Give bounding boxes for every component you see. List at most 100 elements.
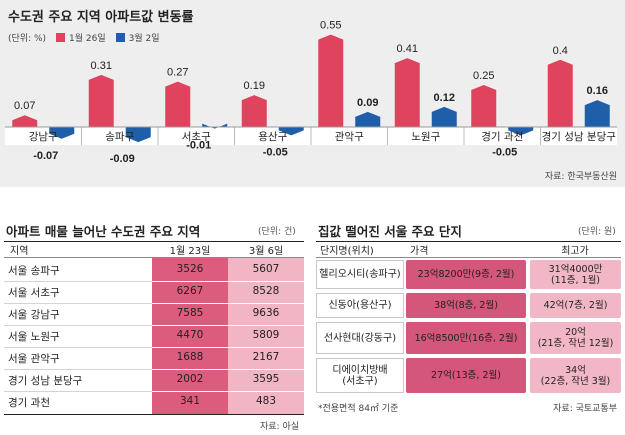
bar-jan26 (547, 59, 573, 127)
category-label: 경기 성남 분당구 (542, 130, 617, 143)
category-label: 송파구 (105, 131, 134, 143)
listing-table-title: 아파트 매물 늘어난 수도권 주요 지역 (6, 224, 201, 239)
listing-row-divider (4, 303, 152, 304)
listing-cell-region: 서울 서초구 (8, 287, 60, 299)
listing-cell-mar6: 9636 (252, 307, 280, 319)
listing-row-divider (4, 369, 152, 370)
bar-jan26 (12, 115, 38, 127)
listing-table-top-rule (4, 241, 304, 242)
legend-label-jan26: 1월 26일 (69, 34, 106, 44)
chart-legend: (단위: %) 1월 26일 3월 2일 (8, 31, 160, 44)
listing-row-divider-colored (152, 325, 304, 326)
legend-label-mar2: 3월 2일 (128, 34, 160, 44)
category-label: 강남구 (29, 131, 58, 143)
value-label-jan26: 0.19 (244, 80, 265, 92)
listing-cell-mar6: 8528 (252, 285, 280, 297)
price-table-title: 집값 떨어진 서울 주요 단지 (318, 224, 462, 239)
price-cell-price: 23억8200만(9층, 2월) (406, 260, 526, 289)
price-table-footnote: *전용면적 84㎡ 기준 (318, 404, 399, 414)
price-cell-price: 27억(13층, 2월) (406, 358, 526, 393)
bar-mar2 (49, 127, 75, 139)
price-table-unit: (단위: 원) (578, 227, 616, 237)
price-cell-peak: 31억4000만 (11층, 1월) (530, 260, 621, 289)
category-label: 용산구 (258, 131, 287, 143)
category-label: 경기 과천 (481, 130, 523, 143)
listing-header-mar6: 3월 6일 (248, 246, 284, 257)
bar-jan26 (241, 95, 267, 127)
listing-cell-jan23: 6267 (176, 285, 204, 297)
legend-swatch-jan26 (56, 33, 66, 42)
value-label-jan26: 0.07 (14, 100, 35, 112)
value-label-jan26: 0.25 (473, 70, 494, 82)
category-label: 서초구 (182, 131, 211, 143)
listing-cell-jan23: 7585 (176, 307, 204, 319)
value-label-mar2: 0.16 (587, 85, 608, 97)
value-label-jan26: 0.41 (397, 43, 418, 55)
listing-col-mar6-bg (228, 258, 304, 414)
bar-mar2 (508, 127, 534, 136)
value-label-jan26: 0.27 (167, 67, 188, 79)
listing-row-divider (4, 347, 152, 348)
chart-title: 수도권 주요 지역 아파트값 변동률 (8, 10, 194, 25)
price-cell-price: 38억(8층, 2월) (406, 293, 526, 318)
price-table-top-rule (316, 241, 621, 242)
bar-mar2 (278, 127, 304, 136)
value-label-mar2: -0.05 (263, 146, 288, 158)
bar-jan26 (471, 85, 497, 127)
price-cell-peak: 42억(7층, 2월) (530, 293, 621, 318)
value-label-mar2: -0.05 (492, 146, 517, 158)
listing-cell-jan23: 3526 (176, 263, 204, 275)
listing-cell-mar6: 5607 (252, 263, 280, 275)
price-header-price: 가격 (410, 246, 429, 257)
listing-col-jan23-bg (152, 258, 228, 414)
listing-cell-region: 서울 노원구 (8, 331, 60, 343)
value-label-mar2: -0.07 (33, 150, 58, 162)
listing-row-divider (4, 391, 152, 392)
listing-cell-jan23: 2002 (176, 373, 204, 385)
category-label: 관악구 (335, 131, 364, 143)
listing-table-unit: (단위: 건) (258, 227, 296, 237)
listing-cell-region: 서울 강남구 (8, 309, 60, 321)
price-name-box (316, 293, 404, 318)
value-label-jan26: 0.4 (553, 45, 568, 57)
bar-chart: 0.07 -0.07 0.31 -0.09 0.27 -0.01 0.19 -0.05 0.55… (5, 20, 617, 165)
price-name-box (316, 322, 404, 354)
bar-mar2 (125, 127, 151, 143)
value-label-mar2: -0.01 (186, 140, 211, 152)
price-name-box (316, 358, 404, 393)
bar-mar2 (431, 106, 457, 127)
listing-cell-jan23: 341 (179, 395, 201, 407)
listing-table-source: 자료: 아실 (259, 422, 299, 432)
listing-cell-region: 서울 송파구 (8, 265, 60, 277)
listing-row-divider-colored (152, 303, 304, 304)
price-cell-peak: 20억 (21층, 작년 12월) (530, 322, 621, 354)
unit-label: (단위: %) (8, 34, 47, 44)
bar-jan26 (88, 74, 114, 127)
price-cell-name: 신동아(용산구) (328, 300, 392, 311)
listing-cell-region: 경기 성남 분당구 (8, 375, 83, 387)
bar-jan26 (165, 81, 191, 127)
value-label-mar2: 0.09 (357, 97, 378, 109)
bar-jan26 (318, 34, 344, 127)
listing-cell-region: 서울 관악구 (8, 353, 60, 365)
listing-row-divider-colored (152, 347, 304, 348)
listing-cell-mar6: 483 (255, 395, 277, 407)
value-label-jan26: 0.31 (91, 60, 112, 72)
bar-mar2 (355, 111, 381, 127)
price-cell-name: 헬리오시티(송파구) (319, 269, 401, 280)
value-label-jan26: 0.55 (320, 20, 341, 32)
price-cell-peak: 34억 (22층, 작년 3월) (530, 358, 621, 393)
bar-jan26 (394, 58, 420, 128)
listing-header-jan23: 1월 23일 (169, 246, 211, 257)
listing-table-header-rule (4, 257, 304, 258)
listing-header-region: 지역 (10, 246, 29, 257)
bar-mar2 (584, 100, 610, 127)
listing-cell-mar6: 3595 (252, 373, 280, 385)
price-name-box (316, 260, 404, 289)
category-label: 노원구 (411, 131, 440, 143)
value-label-mar2: -0.09 (110, 153, 135, 165)
listing-row-divider-colored (152, 369, 304, 370)
price-header-name: 단지명(위치) (320, 246, 374, 257)
listing-cell-jan23: 4470 (176, 329, 204, 341)
price-header-peak: 최고가 (561, 246, 589, 257)
